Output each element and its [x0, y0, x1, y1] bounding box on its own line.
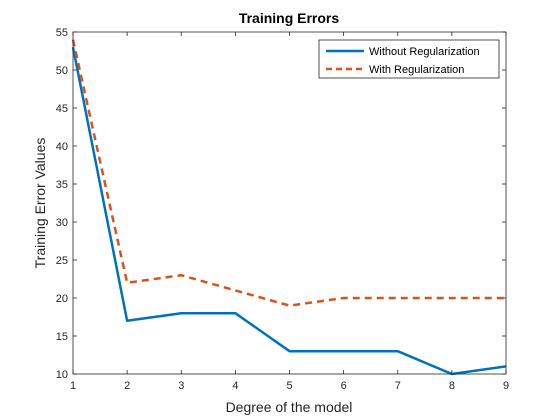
series-line-without-regularization: [71, 46, 507, 376]
y-tick-label: 35: [56, 179, 68, 191]
y-tick-label: 10: [56, 369, 68, 381]
chart-title: Training Errors: [239, 10, 340, 26]
x-tick-label: 5: [286, 380, 292, 392]
x-tick-label: 8: [449, 380, 455, 392]
x-tick-label: 1: [70, 380, 76, 392]
series-lines: [71, 39, 507, 376]
legend-label-with-regularization: With Regularization: [369, 64, 464, 76]
y-tick-label: 45: [56, 103, 68, 115]
y-tick-label: 30: [56, 217, 68, 229]
x-tick-label: 2: [124, 380, 130, 392]
x-tick-label: 4: [232, 380, 238, 392]
y-tick-label: 40: [56, 141, 68, 153]
series-line-with-regularization: [71, 39, 506, 307]
y-axis-label: Training Error Values: [32, 138, 48, 269]
x-tick-label: 3: [178, 380, 184, 392]
y-tick-label: 25: [56, 255, 68, 267]
plot-area: [73, 32, 506, 374]
x-tick-label: 9: [503, 380, 509, 392]
x-tick-label: 6: [341, 380, 347, 392]
legend: Without Regularization With Regularizati…: [318, 39, 500, 79]
legend-box: [318, 39, 500, 79]
y-tick-label: 50: [56, 65, 68, 77]
y-tick-label: 20: [56, 293, 68, 305]
x-axis-label: Degree of the model: [226, 399, 353, 415]
y-tick-label: 15: [56, 331, 68, 343]
legend-label-without-regularization: Without Regularization: [369, 46, 480, 58]
plot-frame: [72, 31, 507, 375]
x-axis-ticks: 1 2 3 4 5 6 7 8 9: [70, 32, 509, 392]
y-tick-label: 55: [56, 27, 68, 39]
x-tick-label: 7: [395, 380, 401, 392]
